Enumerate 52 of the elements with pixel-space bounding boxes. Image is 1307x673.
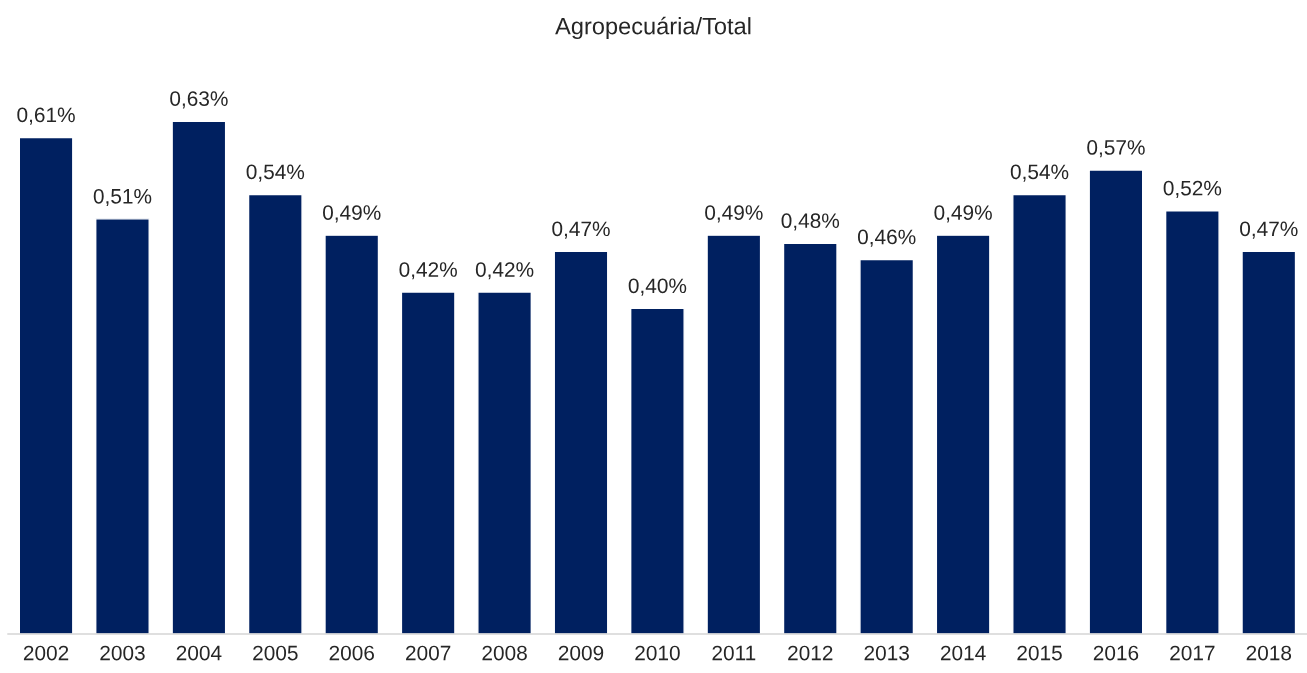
bar bbox=[18, 136, 74, 634]
bar bbox=[1164, 210, 1220, 634]
data-label: 0,48% bbox=[781, 213, 840, 231]
bar bbox=[553, 250, 609, 634]
x-tick-label: 2008 bbox=[482, 645, 527, 661]
data-label: 0,49% bbox=[934, 205, 992, 223]
data-label: 0,54% bbox=[1010, 164, 1069, 182]
bar bbox=[95, 218, 150, 634]
x-tick-label: 2004 bbox=[176, 645, 222, 661]
data-label: 0,49% bbox=[323, 205, 381, 223]
x-tick-label: 2018 bbox=[1246, 645, 1292, 661]
bar bbox=[247, 193, 303, 634]
bar bbox=[782, 242, 838, 634]
x-tick-label: 2006 bbox=[329, 645, 374, 661]
bar bbox=[706, 234, 762, 634]
x-tick-label: 2017 bbox=[1170, 645, 1215, 661]
x-tick-label: 2009 bbox=[558, 645, 604, 661]
bar bbox=[629, 307, 685, 634]
x-tick-label: 2007 bbox=[406, 645, 451, 661]
data-label: 0,57% bbox=[1087, 140, 1145, 158]
bar bbox=[171, 120, 227, 634]
bar bbox=[859, 258, 915, 634]
x-tick-label: 2013 bbox=[864, 645, 909, 661]
data-label: 0,49% bbox=[705, 205, 763, 223]
chart-title: Agropecuária/Total bbox=[555, 16, 751, 40]
x-tick-label: 2002 bbox=[23, 645, 69, 661]
x-tick-label: 2016 bbox=[1093, 645, 1139, 661]
x-tick-label: 2005 bbox=[253, 645, 298, 661]
bar bbox=[324, 234, 380, 634]
bar bbox=[935, 234, 991, 634]
x-tick-label: 2011 bbox=[712, 645, 756, 661]
data-label: 0,40% bbox=[628, 278, 687, 296]
data-label: 0,42% bbox=[399, 262, 457, 280]
data-label: 0,51% bbox=[93, 188, 152, 207]
x-tick-label: 2015 bbox=[1017, 645, 1062, 661]
data-label: 0,47% bbox=[1240, 221, 1298, 239]
data-label: 0,52% bbox=[1163, 180, 1222, 198]
bar bbox=[1012, 193, 1067, 634]
data-label: 0,63% bbox=[170, 91, 228, 109]
x-tick-label: 2014 bbox=[940, 645, 986, 661]
data-label: 0,47% bbox=[552, 221, 610, 239]
data-label: 0,42% bbox=[475, 262, 534, 280]
data-label: 0,61% bbox=[17, 107, 75, 125]
bar bbox=[477, 291, 533, 634]
bar bbox=[400, 291, 456, 634]
data-label: 0,54% bbox=[246, 164, 305, 182]
bar bbox=[1088, 169, 1144, 634]
x-tick-label: 2010 bbox=[635, 645, 680, 661]
x-tick-label: 2003 bbox=[100, 645, 145, 661]
data-label: 0,46% bbox=[857, 229, 916, 247]
x-tick-label: 2012 bbox=[788, 645, 833, 661]
bar bbox=[1241, 250, 1297, 634]
